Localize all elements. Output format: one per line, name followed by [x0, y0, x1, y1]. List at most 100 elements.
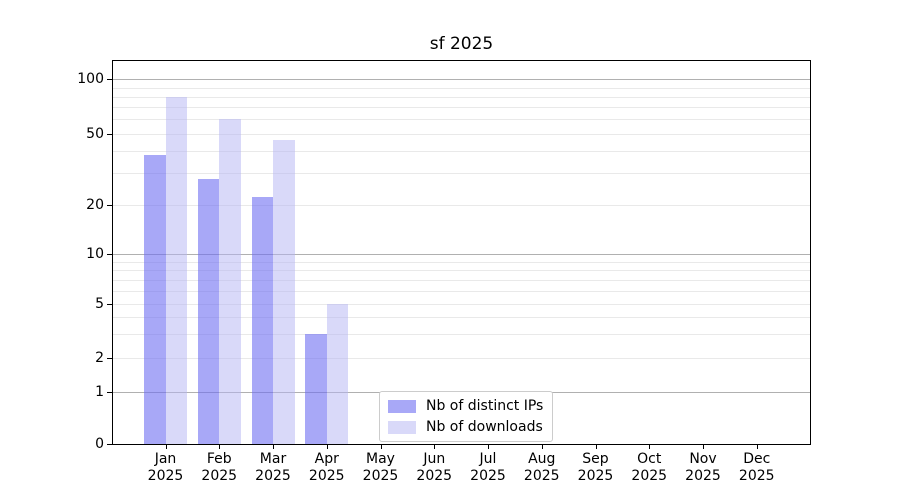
- x-tick-year: 2025: [416, 468, 453, 484]
- legend-row: Nb of downloads: [388, 418, 543, 436]
- y-tick-label: 5: [95, 295, 104, 312]
- x-tick-month: Oct: [637, 451, 662, 467]
- y-gridline-minor: [113, 316, 810, 318]
- bar-downloads: [326, 303, 349, 444]
- legend-row: Nb of distinct IPs: [388, 397, 543, 415]
- x-tick-label: Jun 2025: [402, 451, 466, 485]
- legend-swatch: [388, 420, 416, 434]
- y-gridline-minor: [113, 303, 810, 305]
- x-tick-year: 2025: [577, 468, 614, 484]
- x-tick-month: Mar: [259, 451, 287, 467]
- x-tick-month: Jul: [479, 451, 497, 467]
- y-gridline-minor: [113, 150, 810, 152]
- y-tick-mark: [107, 79, 112, 81]
- x-tick-month: Jan: [154, 451, 177, 467]
- x-tick-mark: [273, 445, 274, 449]
- x-tick-label: Oct 2025: [617, 451, 681, 485]
- x-tick-mark: [434, 445, 436, 449]
- legend-swatch: [388, 399, 416, 413]
- x-tick-year: 2025: [523, 468, 560, 484]
- y-tick-label: 50: [86, 125, 104, 142]
- y-tick-label: 20: [86, 196, 104, 213]
- y-gridline-minor: [113, 261, 810, 263]
- y-tick-label: 10: [86, 246, 104, 263]
- y-tick-label: 100: [77, 71, 104, 88]
- y-gridline-minor: [113, 133, 810, 135]
- bar-distinct-ips: [251, 197, 273, 444]
- y-gridline-minor: [113, 87, 810, 89]
- y-tick-mark: [107, 357, 112, 359]
- y-gridline-major: [113, 79, 810, 81]
- x-tick-label: Apr 2025: [295, 451, 359, 485]
- x-tick-month: Feb: [206, 451, 232, 467]
- x-tick-year: 2025: [362, 468, 399, 484]
- x-tick-label: Dec 2025: [725, 451, 789, 485]
- x-tick-month: Dec: [743, 451, 771, 467]
- x-tick-mark: [649, 445, 651, 449]
- y-gridline-minor: [113, 290, 810, 292]
- y-tick-mark: [107, 303, 112, 305]
- y-tick-mark: [107, 392, 112, 394]
- x-tick-month: Sep: [582, 451, 609, 467]
- bar-downloads: [165, 96, 187, 444]
- x-tick-year: 2025: [470, 468, 506, 484]
- y-gridline-minor: [113, 119, 810, 121]
- x-tick-mark: [703, 445, 704, 449]
- x-tick-label: May 2025: [349, 451, 413, 485]
- plot-area: [112, 60, 811, 445]
- y-tick-label: 2: [95, 349, 104, 366]
- x-tick-year: 2025: [738, 468, 775, 484]
- x-tick-month: Nov: [689, 451, 717, 467]
- bar-distinct-ips: [144, 154, 166, 444]
- x-tick-mark: [488, 445, 489, 449]
- legend-label: Nb of distinct IPs: [426, 398, 544, 414]
- x-tick-year: 2025: [308, 468, 345, 484]
- y-gridline-minor: [113, 357, 810, 359]
- x-tick-label: Sep 2025: [564, 451, 628, 485]
- y-gridline-minor: [113, 270, 810, 272]
- y-gridline-major: [113, 254, 810, 256]
- x-tick-label: Jul 2025: [456, 451, 520, 485]
- y-gridline-minor: [113, 96, 810, 98]
- x-tick-mark: [165, 445, 167, 449]
- y-tick-mark: [107, 444, 112, 445]
- x-tick-label: Aug 2025: [510, 451, 574, 485]
- x-tick-mark: [326, 445, 328, 449]
- bar-distinct-ips: [305, 333, 327, 444]
- y-gridline-minor: [113, 333, 810, 335]
- x-tick-mark: [380, 445, 382, 449]
- chart-title: sf 2025: [429, 34, 494, 54]
- bar-downloads: [219, 119, 241, 444]
- y-tick-label: 1: [95, 384, 104, 401]
- y-tick-mark: [107, 204, 112, 206]
- y-tick-mark: [107, 133, 112, 135]
- x-tick-mark: [219, 445, 221, 449]
- bar-distinct-ips: [197, 178, 220, 444]
- y-tick-mark: [107, 254, 112, 256]
- x-tick-year: 2025: [147, 468, 184, 484]
- x-tick-label: Feb 2025: [187, 451, 251, 485]
- bar-downloads: [273, 139, 295, 444]
- y-gridline-minor: [113, 204, 810, 206]
- x-tick-year: 2025: [685, 468, 721, 484]
- y-gridline-minor: [113, 279, 810, 281]
- y-gridline-minor: [113, 173, 810, 175]
- x-tick-mark: [756, 445, 758, 449]
- y-gridline-minor: [113, 107, 810, 109]
- x-tick-label: Mar 2025: [241, 451, 305, 485]
- x-tick-year: 2025: [201, 468, 238, 484]
- x-tick-mark: [541, 445, 543, 449]
- legend-label: Nb of downloads: [426, 419, 543, 435]
- x-tick-label: Jan 2025: [134, 451, 198, 485]
- x-tick-year: 2025: [255, 468, 291, 484]
- x-tick-month: Jun: [423, 451, 446, 467]
- legend: Nb of distinct IPs Nb of downloads: [379, 391, 554, 442]
- x-tick-year: 2025: [631, 468, 668, 484]
- x-tick-month: May: [366, 451, 395, 467]
- x-tick-label: Nov 2025: [671, 451, 735, 485]
- x-tick-month: Aug: [528, 451, 556, 467]
- y-tick-label: 0: [95, 436, 104, 452]
- x-tick-month: Apr: [314, 451, 339, 467]
- x-tick-mark: [595, 445, 597, 449]
